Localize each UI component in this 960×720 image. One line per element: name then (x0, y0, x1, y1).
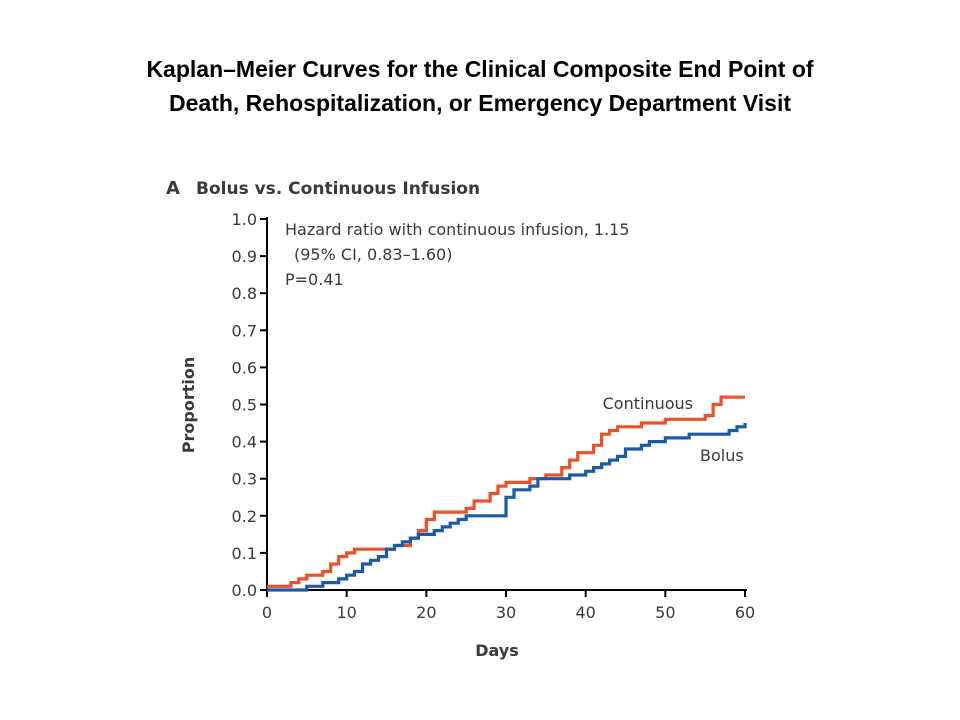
x-tick-label: 60 (735, 603, 755, 622)
x-axis-label: Days (475, 641, 519, 660)
slide-title-line-1: Kaplan–Meier Curves for the Clinical Com… (146, 56, 814, 82)
x-tick-label: 0 (262, 603, 272, 622)
y-tick-label: 0.8 (232, 284, 257, 303)
y-tick-label: 0.3 (232, 470, 257, 489)
x-tick-label: 10 (336, 603, 356, 622)
y-tick-label: 0.5 (232, 396, 257, 415)
y-axis-label: Proportion (179, 357, 198, 453)
y-tick-label: 0.9 (232, 247, 257, 266)
y-tick-label: 0.7 (232, 321, 257, 340)
series-layer (267, 395, 747, 592)
y-tick-label: 0.4 (232, 433, 257, 452)
x-tick-label: 30 (496, 603, 516, 622)
axes: 0 10 20 30 40 50 60 0.0 0.1 0.2 0.3 0.4 0.5 0.6 0.7 0.8… (232, 210, 756, 622)
x-tick-label: 50 (655, 603, 675, 622)
y-tick-label: 0.2 (232, 507, 257, 526)
p-value-text: P=0.41 (285, 270, 344, 289)
y-tick-label: 1.0 (232, 210, 257, 229)
x-tick-label: 40 (575, 603, 595, 622)
y-tick-label: 0.1 (232, 544, 257, 563)
y-tick-label: 0.6 (232, 358, 257, 377)
slide-title-line-2: Death, Rehospitalization, or Emergency D… (169, 90, 791, 116)
x-tick-label: 20 (416, 603, 436, 622)
continuous-series-label: Continuous (603, 394, 693, 413)
bolus-series-line (267, 423, 747, 592)
continuous-series-line (267, 395, 745, 588)
panel-letter: A (166, 178, 180, 199)
bolus-series-label: Bolus (700, 446, 744, 465)
panel-title: Bolus vs. Continuous Infusion (196, 179, 480, 199)
hazard-ratio-text: Hazard ratio with continuous infusion, 1… (285, 220, 630, 239)
slide-title: Kaplan–Meier Curves for the Clinical Com… (40, 52, 920, 120)
confidence-interval-text: (95% CI, 0.83–1.60) (294, 245, 452, 264)
y-tick-label: 0.0 (232, 581, 257, 600)
